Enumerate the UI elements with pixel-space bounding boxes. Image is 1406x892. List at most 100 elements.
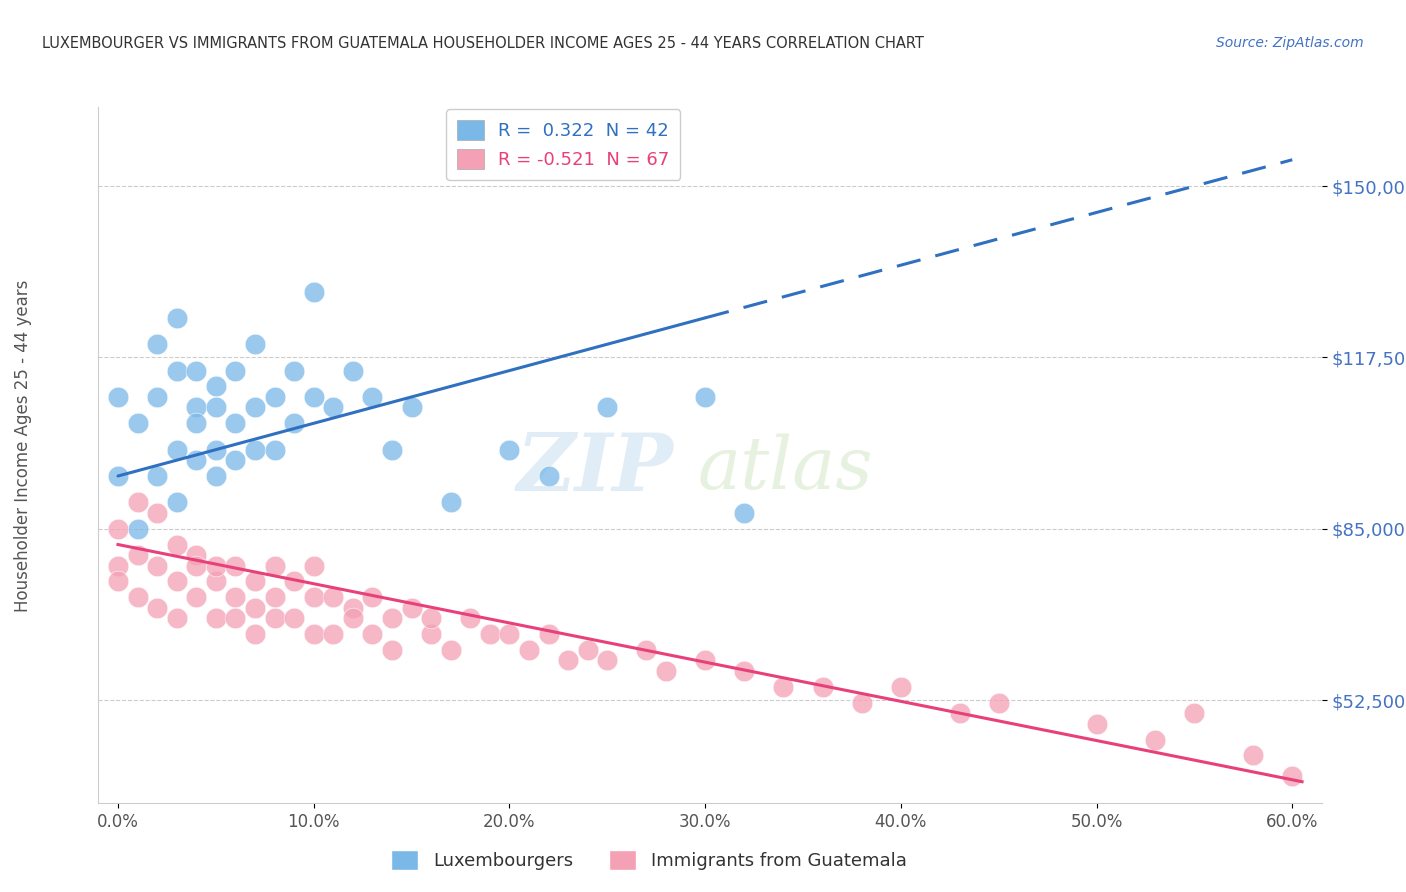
Point [498, 442, 520, 457]
Point [440, 495, 463, 509]
Point [243, 337, 266, 351]
Point [146, 558, 169, 573]
Point [381, 643, 404, 657]
Point [302, 591, 325, 605]
Point [146, 600, 169, 615]
Point [127, 522, 149, 536]
Point [224, 591, 246, 605]
Point [322, 591, 344, 605]
Point [283, 363, 305, 377]
Point [186, 453, 208, 467]
Point [107, 558, 129, 573]
Point [537, 469, 560, 483]
Point [342, 611, 364, 625]
Point [440, 643, 463, 657]
Point [224, 417, 246, 431]
Point [186, 548, 208, 562]
Point [243, 600, 266, 615]
Point [498, 627, 520, 641]
Point [107, 574, 129, 589]
Point [107, 522, 129, 536]
Point [478, 627, 501, 641]
Point [205, 558, 228, 573]
Point [263, 442, 285, 457]
Point [205, 379, 228, 393]
Point [205, 611, 228, 625]
Point [361, 390, 384, 404]
Point [127, 591, 149, 605]
Point [146, 390, 169, 404]
Point [166, 363, 188, 377]
Legend: Luxembourgers, Immigrants from Guatemala: Luxembourgers, Immigrants from Guatemala [384, 843, 914, 877]
Point [401, 401, 423, 415]
Text: LUXEMBOURGER VS IMMIGRANTS FROM GUATEMALA HOUSEHOLDER INCOME AGES 25 - 44 YEARS : LUXEMBOURGER VS IMMIGRANTS FROM GUATEMAL… [42, 36, 924, 51]
Point [1144, 732, 1167, 747]
Point [283, 417, 305, 431]
Point [224, 453, 246, 467]
Point [302, 285, 325, 299]
Point [283, 611, 305, 625]
Point [107, 469, 129, 483]
Point [733, 506, 755, 520]
Text: ZIP: ZIP [516, 430, 673, 508]
Point [1184, 706, 1206, 721]
Point [166, 310, 188, 325]
Point [890, 680, 912, 694]
Point [1085, 716, 1108, 731]
Point [205, 401, 228, 415]
Point [127, 417, 149, 431]
Point [243, 401, 266, 415]
Point [811, 680, 834, 694]
Point [243, 442, 266, 457]
Point [361, 591, 384, 605]
Point [517, 643, 540, 657]
Point [302, 627, 325, 641]
Point [166, 611, 188, 625]
Point [263, 558, 285, 573]
Point [205, 442, 228, 457]
Point [401, 600, 423, 615]
Point [987, 696, 1010, 710]
Point [127, 495, 149, 509]
Point [205, 574, 228, 589]
Point [166, 442, 188, 457]
Point [322, 627, 344, 641]
Point [146, 469, 169, 483]
Point [948, 706, 970, 721]
Point [205, 469, 228, 483]
Point [576, 643, 599, 657]
Point [1241, 748, 1264, 763]
Point [322, 401, 344, 415]
Point [263, 591, 285, 605]
Point [381, 442, 404, 457]
Point [695, 653, 717, 667]
Point [361, 627, 384, 641]
Point [1281, 769, 1303, 783]
Point [557, 653, 579, 667]
Point [342, 600, 364, 615]
Point [224, 611, 246, 625]
Point [342, 363, 364, 377]
Point [596, 401, 619, 415]
Point [381, 611, 404, 625]
Point [224, 363, 246, 377]
Point [596, 653, 619, 667]
Point [166, 495, 188, 509]
Point [186, 363, 208, 377]
Point [186, 417, 208, 431]
Text: atlas: atlas [697, 434, 873, 504]
Point [166, 574, 188, 589]
Text: Householder Income Ages 25 - 44 years: Householder Income Ages 25 - 44 years [14, 280, 32, 612]
Point [458, 611, 481, 625]
Point [537, 627, 560, 641]
Point [186, 558, 208, 573]
Point [243, 574, 266, 589]
Point [186, 591, 208, 605]
Point [302, 390, 325, 404]
Point [263, 611, 285, 625]
Point [224, 558, 246, 573]
Point [263, 390, 285, 404]
Point [107, 390, 129, 404]
Point [655, 664, 678, 678]
Point [420, 627, 443, 641]
